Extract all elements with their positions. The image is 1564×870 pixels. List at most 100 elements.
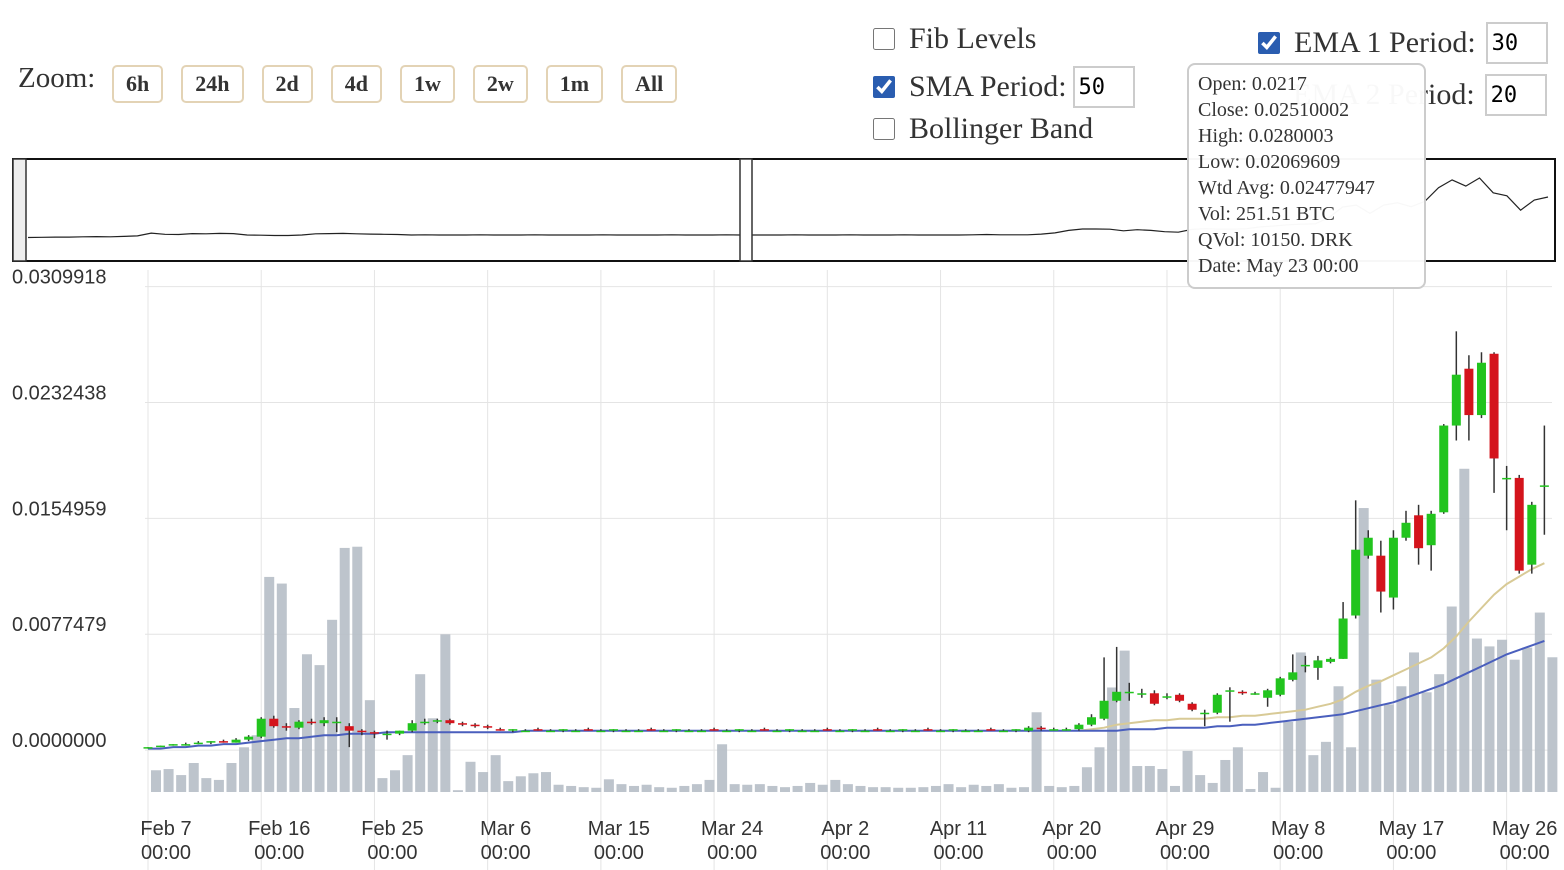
candle-body: [1036, 727, 1046, 730]
volume-bar: [301, 654, 312, 792]
volume-bar: [1295, 652, 1306, 792]
ema1-checkbox[interactable]: [1258, 32, 1280, 54]
x-tick-label: Apr 2 00:00: [820, 818, 870, 864]
volume-bar: [1371, 679, 1382, 792]
volume-bar: [1471, 638, 1482, 792]
candle-body: [307, 721, 317, 724]
candle-body: [193, 742, 203, 745]
volume-bar: [1081, 767, 1092, 792]
candle-body: [1225, 690, 1235, 692]
x-tick-label: Mar 6 00:00: [480, 818, 531, 864]
bollinger-label: Bollinger Band: [909, 112, 1094, 145]
candle-body: [420, 721, 430, 724]
tooltip-line: High: 0.0280003: [1198, 125, 1334, 147]
volume-bar: [1459, 468, 1470, 792]
zoom-button[interactable]: 2w: [472, 65, 528, 103]
navigator-handle[interactable]: [739, 158, 753, 262]
volume-bar: [1383, 704, 1394, 792]
candle-body: [1451, 374, 1461, 426]
candle-body: [1074, 724, 1084, 730]
volume-bar: [1069, 785, 1080, 792]
zoom-button[interactable]: 6h: [112, 65, 164, 103]
navigator-handle[interactable]: [12, 158, 27, 262]
candle-body: [1162, 696, 1172, 698]
volume-bar: [629, 785, 640, 792]
candle-body: [772, 730, 782, 733]
volume-bar: [717, 744, 728, 792]
zoom-label: Zoom:: [18, 62, 96, 94]
volume-bar: [767, 785, 778, 792]
candle-body: [1212, 694, 1222, 713]
bollinger-checkbox[interactable]: [873, 118, 895, 140]
candle-body: [558, 729, 568, 731]
zoom-button[interactable]: 2d: [261, 65, 313, 103]
volume-bar: [943, 784, 954, 792]
candle-body: [608, 729, 618, 731]
zoom-button[interactable]: 1w: [400, 65, 455, 103]
tooltip-line: Date: May 23 00:00: [1198, 255, 1359, 277]
sma-label: SMA Period:: [909, 70, 1067, 103]
ema-line: [1078, 562, 1545, 732]
volume-bar: [1270, 787, 1281, 792]
volume-bar: [1333, 686, 1344, 792]
sma-period[interactable]: [1072, 66, 1135, 108]
volume-bar: [503, 781, 514, 792]
volume-bar: [390, 770, 401, 792]
volume-bar: [515, 776, 526, 792]
candle-body: [659, 730, 669, 733]
volume-bar: [930, 785, 941, 792]
volume-bar: [616, 784, 627, 792]
zoom-button[interactable]: 24h: [181, 65, 244, 103]
candle-body: [1464, 368, 1474, 416]
x-tick-label: Mar 15 00:00: [588, 818, 650, 864]
candle-body: [1099, 700, 1109, 719]
tooltip-line: QVol: 10150. DRK: [1198, 229, 1353, 251]
fib-option[interactable]: Fib Levels: [873, 22, 1037, 56]
candle-body: [1263, 690, 1273, 698]
volume-bar: [1421, 692, 1432, 792]
volume-bar: [754, 784, 765, 792]
y-tick-label: 0.0309918: [12, 267, 107, 289]
zoom-button[interactable]: 4d: [330, 65, 382, 103]
volume-bar: [1409, 652, 1419, 792]
x-tick-label: Apr 20 00:00: [1042, 818, 1101, 864]
zoom-button[interactable]: 1m: [545, 65, 604, 103]
candle-body: [143, 747, 153, 749]
volume-bar: [1547, 657, 1558, 792]
candle-body: [1313, 660, 1323, 668]
candle-body: [948, 729, 958, 731]
sma-checkbox[interactable]: [873, 76, 895, 98]
tooltip-line: Vol: 251.51 BTC: [1198, 203, 1335, 225]
volume-bar: [1056, 787, 1067, 792]
volume-bar: [251, 735, 262, 792]
volume-bar: [918, 787, 929, 792]
volume-bar: [540, 772, 551, 792]
volume-bar: [226, 763, 237, 792]
candle-body: [697, 730, 707, 733]
candle-body: [810, 730, 820, 733]
candle-body: [168, 744, 178, 746]
candle-body: [1288, 672, 1298, 680]
zoom-button[interactable]: All: [621, 65, 678, 103]
volume-bar: [1484, 646, 1495, 792]
volume-bar: [880, 787, 891, 792]
volume-bar: [691, 784, 702, 792]
volume-bar: [289, 708, 300, 792]
volume-bar: [553, 784, 564, 792]
fib-checkbox[interactable]: [873, 28, 895, 50]
bollinger-option[interactable]: Bollinger Band: [873, 112, 1093, 146]
volume-bar: [327, 619, 338, 792]
candle-body: [1351, 549, 1361, 616]
ema2-period[interactable]: [1484, 74, 1547, 116]
candle-body: [1187, 703, 1197, 710]
candle-body: [847, 729, 857, 731]
candle-body: [218, 741, 228, 743]
volume-bar: [1044, 785, 1055, 792]
volume-bar: [151, 770, 161, 792]
y-tick-label: 0.0000000: [12, 730, 107, 752]
ema1-period[interactable]: [1485, 22, 1548, 64]
candle-body: [344, 726, 354, 731]
volume-bar: [1509, 659, 1520, 792]
volume-bar: [1119, 650, 1130, 792]
tooltip-line: Close: 0.02510002: [1198, 99, 1350, 121]
